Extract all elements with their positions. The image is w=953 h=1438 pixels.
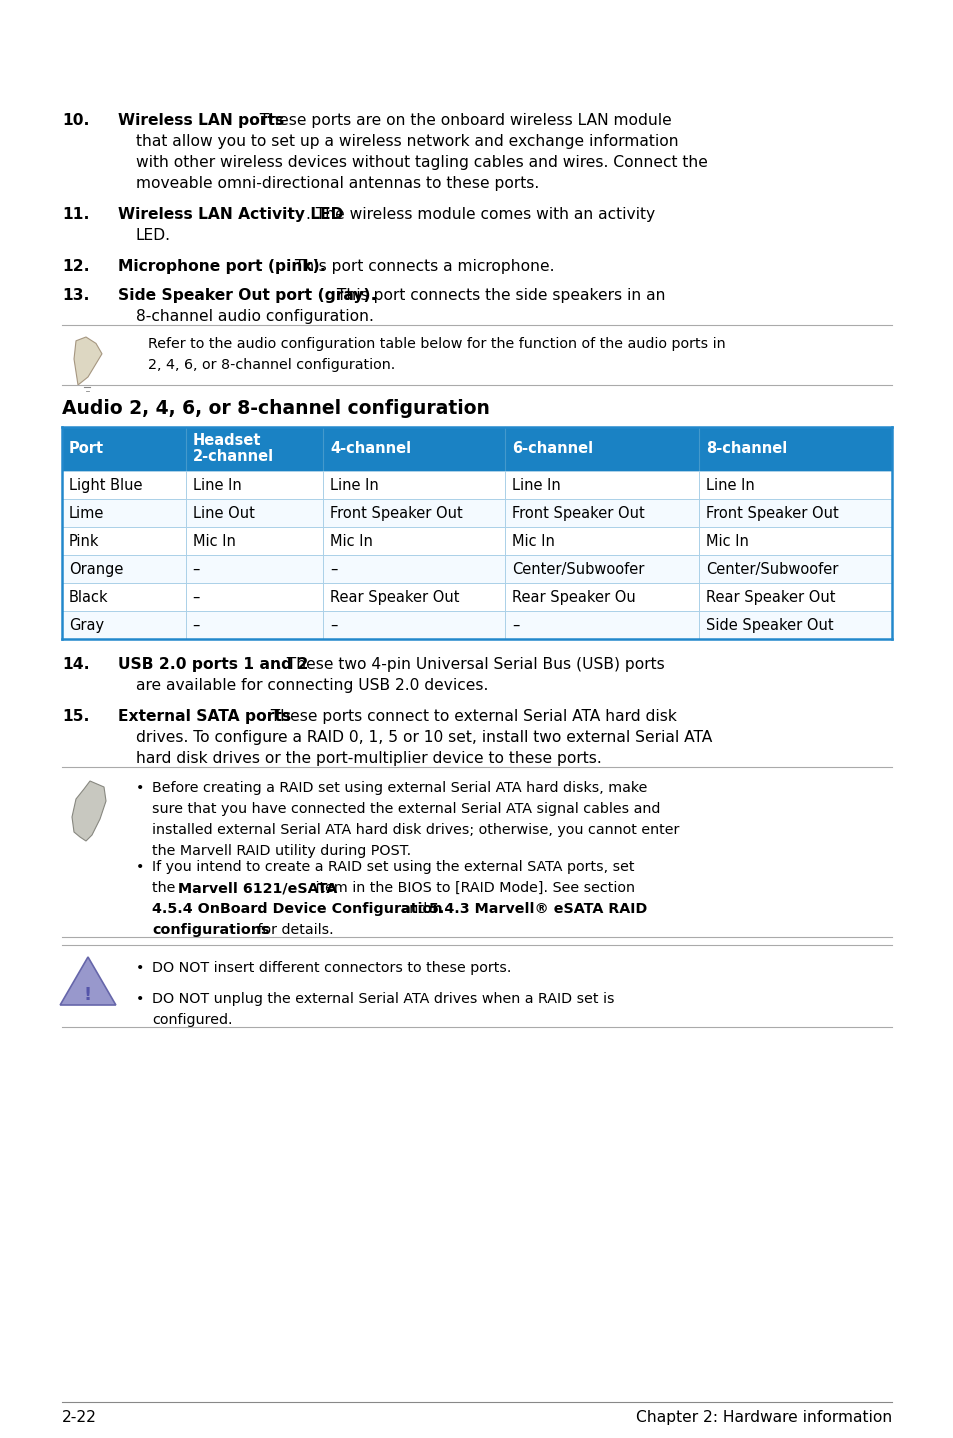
Text: Chapter 2: Hardware information: Chapter 2: Hardware information <box>635 1411 891 1425</box>
Text: This port connects a microphone.: This port connects a microphone. <box>290 259 554 275</box>
Text: item in the BIOS to [RAID Mode]. See section: item in the BIOS to [RAID Mode]. See sec… <box>311 881 635 894</box>
Text: Front Speaker Out: Front Speaker Out <box>330 506 462 521</box>
Text: Light Blue: Light Blue <box>69 477 142 493</box>
Text: 14.: 14. <box>62 657 90 672</box>
Text: Orange: Orange <box>69 562 123 577</box>
Text: Front Speaker Out: Front Speaker Out <box>512 506 644 521</box>
Text: 12.: 12. <box>62 259 90 275</box>
Text: the Marvell RAID utility during POST.: the Marvell RAID utility during POST. <box>152 844 411 858</box>
Text: Mic In: Mic In <box>512 533 555 549</box>
Text: for details.: for details. <box>253 923 334 938</box>
Text: 2, 4, 6, or 8-channel configuration.: 2, 4, 6, or 8-channel configuration. <box>148 358 395 372</box>
Text: hard disk drives or the port-multiplier device to these ports.: hard disk drives or the port-multiplier … <box>136 751 601 766</box>
Text: –: – <box>512 618 519 633</box>
Text: Line Out: Line Out <box>193 506 254 521</box>
Text: Wireless LAN ports: Wireless LAN ports <box>118 114 284 128</box>
Text: –: – <box>330 562 337 577</box>
Text: Rear Speaker Out: Rear Speaker Out <box>330 590 459 605</box>
Text: Line In: Line In <box>512 477 560 493</box>
Text: External SATA ports: External SATA ports <box>118 709 291 723</box>
Text: Refer to the audio configuration table below for the function of the audio ports: Refer to the audio configuration table b… <box>148 336 725 351</box>
Text: 10.: 10. <box>62 114 90 128</box>
Bar <box>62 472 891 499</box>
Text: drives. To configure a RAID 0, 1, 5 or 10 set, install two external Serial ATA: drives. To configure a RAID 0, 1, 5 or 1… <box>136 731 712 745</box>
Text: configured.: configured. <box>152 1012 233 1027</box>
Text: configurations: configurations <box>152 923 269 938</box>
Text: Black: Black <box>69 590 109 605</box>
Text: Rear Speaker Ou: Rear Speaker Ou <box>512 590 636 605</box>
Text: USB 2.0 ports 1 and 2: USB 2.0 ports 1 and 2 <box>118 657 308 672</box>
Text: . These two 4-pin Universal Serial Bus (USB) ports: . These two 4-pin Universal Serial Bus (… <box>276 657 664 672</box>
Text: •: • <box>136 781 144 795</box>
Text: are available for connecting USB 2.0 devices.: are available for connecting USB 2.0 dev… <box>136 677 488 693</box>
Text: the: the <box>152 881 180 894</box>
Text: DO NOT unplug the external Serial ATA drives when a RAID set is: DO NOT unplug the external Serial ATA dr… <box>152 992 614 1007</box>
Text: Rear Speaker Out: Rear Speaker Out <box>705 590 834 605</box>
Text: moveable omni-directional antennas to these ports.: moveable omni-directional antennas to th… <box>136 175 538 191</box>
Text: that allow you to set up a wireless network and exchange information: that allow you to set up a wireless netw… <box>136 134 678 150</box>
Text: Mic In: Mic In <box>330 533 373 549</box>
Text: 4-channel: 4-channel <box>330 441 411 456</box>
Text: Mic In: Mic In <box>193 533 235 549</box>
Text: •: • <box>136 860 144 874</box>
Text: Headset: Headset <box>193 433 261 449</box>
Text: with other wireless devices without tagling cables and wires. Connect the: with other wireless devices without tagl… <box>136 155 707 170</box>
Text: Side Speaker Out port (gray).: Side Speaker Out port (gray). <box>118 288 376 303</box>
Text: 5.4.3 Marvell® eSATA RAID: 5.4.3 Marvell® eSATA RAID <box>429 902 646 916</box>
Text: Center/Subwoofer: Center/Subwoofer <box>512 562 644 577</box>
Text: –: – <box>330 618 337 633</box>
Text: Wireless LAN Activity LED: Wireless LAN Activity LED <box>118 207 343 221</box>
Text: . These ports are on the onboard wireless LAN module: . These ports are on the onboard wireles… <box>250 114 671 128</box>
Text: This port connects the side speakers in an: This port connects the side speakers in … <box>332 288 665 303</box>
Text: 13.: 13. <box>62 288 90 303</box>
Text: 2-channel: 2-channel <box>193 449 274 464</box>
Bar <box>62 582 891 611</box>
Text: !: ! <box>84 986 92 1004</box>
Polygon shape <box>71 781 106 841</box>
Text: Mic In: Mic In <box>705 533 748 549</box>
Text: Lime: Lime <box>69 506 104 521</box>
Text: Side Speaker Out: Side Speaker Out <box>705 618 832 633</box>
Text: •: • <box>136 961 144 975</box>
Text: Microphone port (pink).: Microphone port (pink). <box>118 259 325 275</box>
Text: 8-channel audio configuration.: 8-channel audio configuration. <box>136 309 374 324</box>
Text: . The wireless module comes with an activity: . The wireless module comes with an acti… <box>306 207 655 221</box>
Text: Line In: Line In <box>330 477 378 493</box>
Text: 4.5.4 OnBoard Device Configuration: 4.5.4 OnBoard Device Configuration <box>152 902 442 916</box>
Bar <box>62 555 891 582</box>
Text: Pink: Pink <box>69 533 99 549</box>
Text: Audio 2, 4, 6, or 8-channel configuration: Audio 2, 4, 6, or 8-channel configuratio… <box>62 398 489 418</box>
Text: Port: Port <box>69 441 104 456</box>
Text: Center/Subwoofer: Center/Subwoofer <box>705 562 837 577</box>
Polygon shape <box>74 336 102 385</box>
Text: 2-22: 2-22 <box>62 1411 97 1425</box>
Text: –: – <box>193 562 200 577</box>
Text: –: – <box>193 590 200 605</box>
Text: If you intend to create a RAID set using the external SATA ports, set: If you intend to create a RAID set using… <box>152 860 634 874</box>
Bar <box>62 611 891 638</box>
Text: Marvell 6121/eSATA: Marvell 6121/eSATA <box>178 881 337 894</box>
Bar <box>62 526 891 555</box>
Text: •: • <box>136 992 144 1007</box>
Text: and: and <box>395 902 432 916</box>
Bar <box>62 427 891 472</box>
Text: sure that you have connected the external Serial ATA signal cables and: sure that you have connected the externa… <box>152 802 659 815</box>
Text: DO NOT insert different connectors to these ports.: DO NOT insert different connectors to th… <box>152 961 511 975</box>
Text: Before creating a RAID set using external Serial ATA hard disks, make: Before creating a RAID set using externa… <box>152 781 647 795</box>
Text: Gray: Gray <box>69 618 104 633</box>
Text: . These ports connect to external Serial ATA hard disk: . These ports connect to external Serial… <box>261 709 677 723</box>
Polygon shape <box>60 958 115 1005</box>
Bar <box>62 499 891 526</box>
Text: installed external Serial ATA hard disk drives; otherwise, you cannot enter: installed external Serial ATA hard disk … <box>152 823 679 837</box>
Text: 6-channel: 6-channel <box>512 441 593 456</box>
Text: Front Speaker Out: Front Speaker Out <box>705 506 838 521</box>
Text: LED.: LED. <box>136 229 171 243</box>
Text: Line In: Line In <box>705 477 754 493</box>
Text: 11.: 11. <box>62 207 90 221</box>
Text: 15.: 15. <box>62 709 90 723</box>
Text: –: – <box>193 618 200 633</box>
Text: Line In: Line In <box>193 477 241 493</box>
Text: 8-channel: 8-channel <box>705 441 786 456</box>
